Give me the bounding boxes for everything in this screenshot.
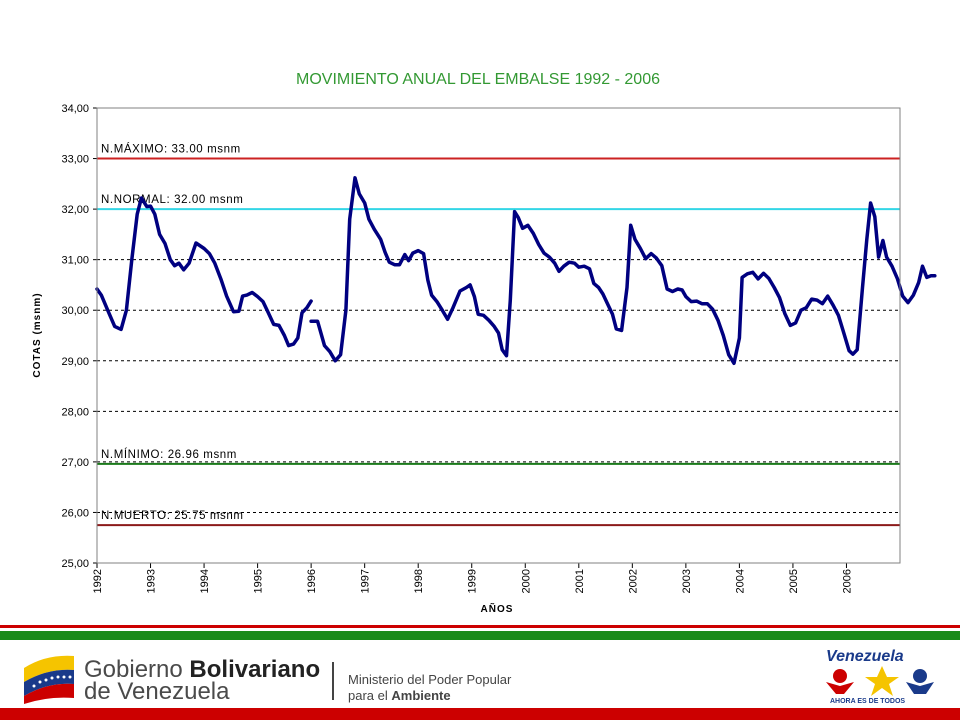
x-tick-label: 2006 [841, 569, 853, 593]
series [95, 176, 937, 366]
gobierno-line-2: de Venezuela [84, 678, 230, 705]
y-axis-ticks: 25,00 26,00 27,00 28,00 29,00 30,00 31,00 32,00… [61, 103, 97, 570]
stars-people-icon [826, 666, 934, 696]
x-tick-label: 1996 [306, 569, 318, 593]
reference-line-label: N.MUERTO: 25.75 msnm [101, 510, 244, 522]
venezuela-logo-tagline: AHORA ES DE TODOS [830, 698, 906, 705]
y-tick-label: 31,00 [61, 255, 89, 267]
reference-lines: N.MÁXIMO: 33.00 msnm N.NORMAL: 32.00 msnm… [97, 143, 900, 527]
series-line [309, 176, 937, 366]
y-tick-label: 34,00 [61, 103, 89, 115]
x-tick-label: 1998 [413, 569, 425, 593]
series-line [95, 196, 313, 348]
ministerio-line-2: para el Ambiente [348, 688, 451, 703]
x-tick-label: 1997 [360, 569, 372, 593]
venezuela-ahora-es-de-todos-logo: Venezuela AHORA ES DE TODOS [820, 646, 944, 712]
y-tick-label: 32,00 [61, 204, 89, 216]
y-tick-label: 28,00 [61, 406, 89, 418]
footer-bottom-red-stripe [0, 708, 960, 720]
footer-green-stripe [0, 631, 960, 640]
x-axis-title: AÑOS [481, 602, 514, 615]
reference-line-label: N.MÍNIMO: 26.96 msnm [101, 448, 237, 461]
y-axis-title: COTAS (msnm) [32, 292, 43, 377]
x-tick-label: 2000 [520, 569, 532, 593]
y-tick-label: 33,00 [61, 154, 89, 166]
y-tick-label: 27,00 [61, 457, 89, 469]
y-tick-label: 30,00 [61, 305, 89, 317]
x-tick-label: 1995 [253, 569, 265, 593]
y-tick-label: 25,00 [61, 558, 89, 570]
gobierno-line-1: Gobierno Bolivariano [84, 656, 321, 683]
ministerio-line-1: Ministerio del Poder Popular [348, 672, 512, 687]
y-tick-label: 29,00 [61, 356, 89, 368]
gobierno-bolivariano-logo: Gobierno Bolivariano de Venezuela [22, 652, 342, 706]
x-tick-label: 1993 [146, 569, 158, 593]
y-tick-label: 26,00 [61, 507, 89, 519]
venezuela-flag-icon [24, 655, 74, 704]
x-tick-label: 2001 [574, 569, 586, 593]
reference-line-label: N.MÁXIMO: 33.00 msnm [101, 143, 241, 156]
venezuela-logo-word: Venezuela [826, 648, 904, 665]
x-axis-ticks: 1992 1993 1994 1995 1996 1997 1998 1999 2000 2001… [92, 563, 853, 593]
x-tick-label: 1992 [92, 569, 104, 593]
x-tick-label: 2003 [681, 569, 693, 593]
footer: Gobierno Bolivariano de Venezuela Minist… [0, 622, 960, 720]
footer-divider [332, 662, 334, 700]
x-tick-label: 1999 [467, 569, 479, 593]
chart: MOVIMIENTO ANUAL DEL EMBALSE 1992 - 2006… [32, 71, 937, 615]
footer-red-stripe [0, 625, 960, 628]
chart-title: MOVIMIENTO ANUAL DEL EMBALSE 1992 - 2006 [296, 71, 660, 88]
reference-line-label: N.NORMAL: 32.00 msnm [101, 194, 243, 206]
x-tick-label: 1994 [199, 569, 211, 593]
plot-area-border [96, 107, 901, 564]
x-tick-label: 2004 [734, 569, 746, 593]
x-tick-label: 2002 [627, 569, 639, 593]
x-tick-label: 2005 [788, 569, 800, 593]
